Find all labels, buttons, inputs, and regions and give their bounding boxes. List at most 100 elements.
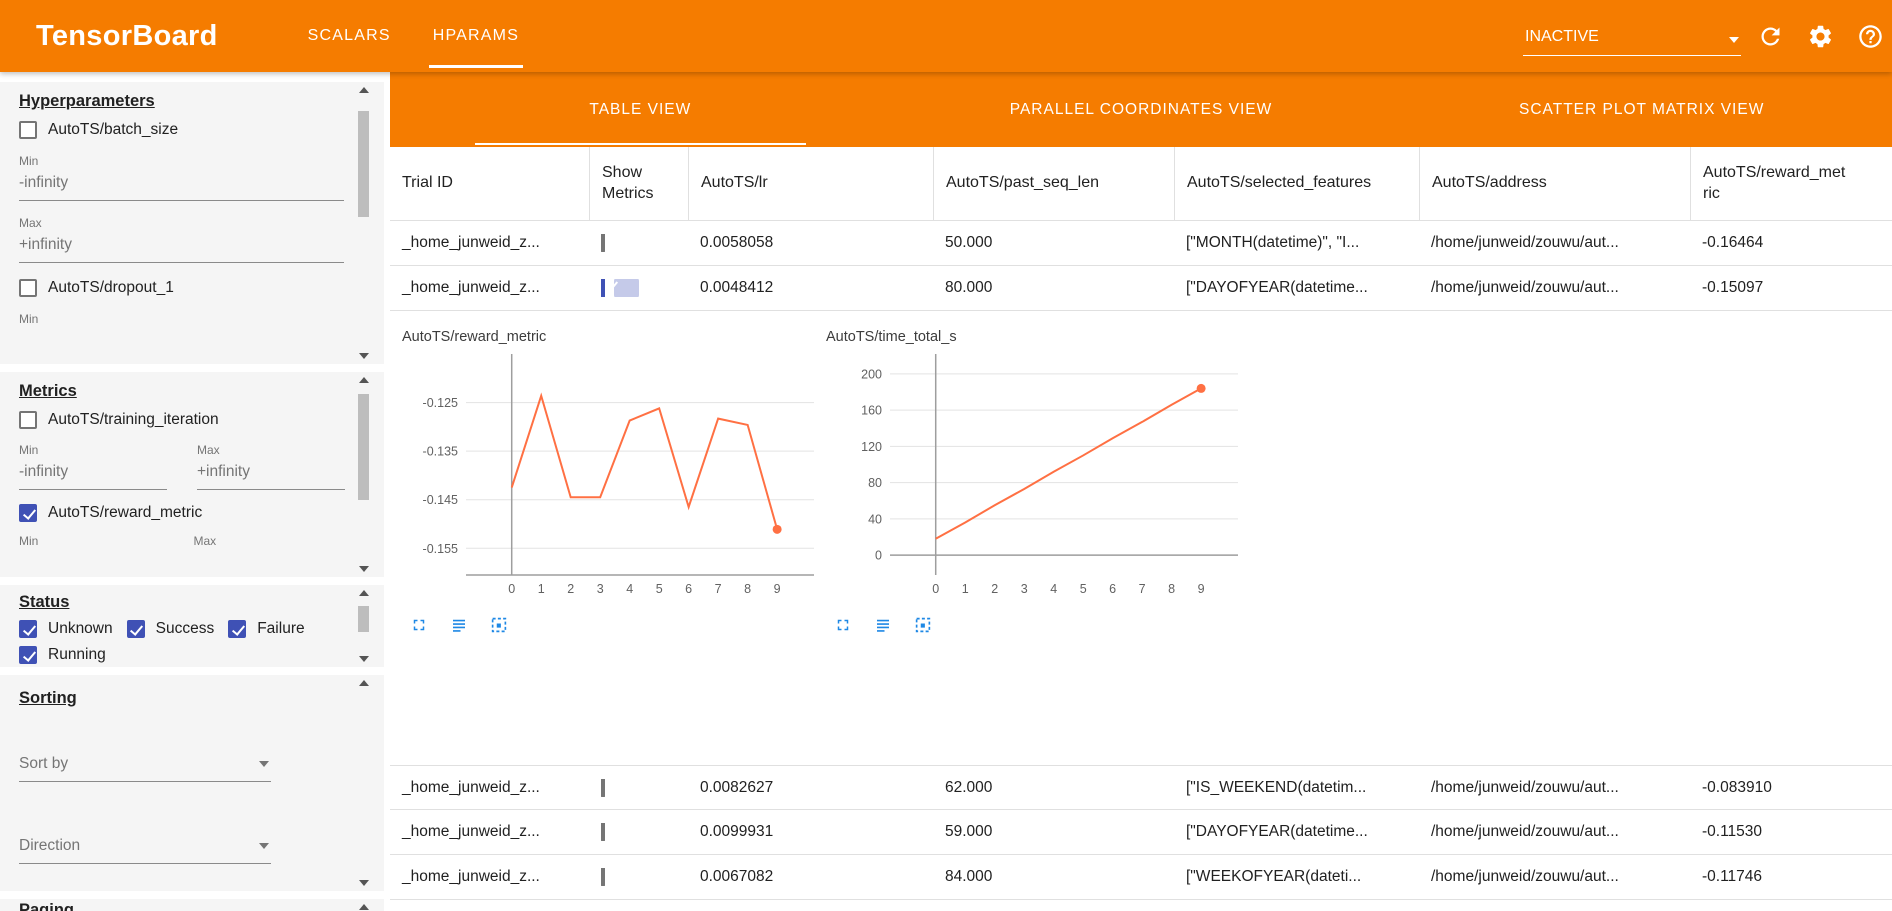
status-unknown[interactable]: Unknown — [19, 620, 113, 638]
direction-dropdown[interactable]: Direction — [19, 832, 271, 864]
reward-metric-chart-block: AutoTS/reward_metric -0.125 -0.135 -0.145-… — [402, 329, 826, 765]
reward-metric-cell: -0.11746 — [1702, 868, 1763, 885]
status-running[interactable]: Running — [19, 646, 106, 664]
col-past-seq-len: AutoTS/past_seq_len — [933, 147, 1174, 220]
tab-hparams[interactable]: HPARAMS — [419, 0, 533, 72]
show-metrics-checkbox[interactable] — [601, 778, 605, 797]
reload-icon[interactable] — [1757, 23, 1784, 50]
scroll-down-icon[interactable] — [359, 656, 369, 662]
sort-by-dropdown[interactable]: Sort by — [19, 750, 271, 782]
hparam-dropout-row[interactable]: AutoTS/dropout_1 — [19, 279, 338, 297]
show-metrics-checkbox[interactable] — [601, 234, 605, 252]
hparam-batch-size-row[interactable]: AutoTS/batch_size — [19, 121, 338, 139]
checkbox[interactable] — [126, 620, 145, 638]
reward-metric-cell: -0.083910 — [1702, 778, 1772, 796]
checkbox[interactable] — [19, 279, 37, 297]
show-metrics-checkbox[interactable] — [601, 868, 605, 886]
max-input[interactable]: +infinity — [19, 230, 344, 263]
status-failure[interactable]: Failure — [228, 620, 305, 638]
paging-heading: Paging — [19, 901, 75, 911]
max-label: Max — [19, 216, 42, 230]
lr-cell: 0.0067082 — [700, 868, 774, 885]
settings-icon[interactable] — [1807, 23, 1834, 50]
col-reward-metric: AutoTS/reward_metric — [1690, 147, 1892, 220]
past-seq-len-cell: 50.000 — [945, 234, 993, 251]
run-status-dropdown[interactable]: INACTIVE — [1523, 28, 1741, 56]
hparams-main: TABLE VIEW PARALLEL COORDINATES VIEW SCA… — [390, 72, 1892, 911]
min-input[interactable]: -infinity — [19, 457, 167, 490]
selected-features-cell: ["DAYOFYEAR(datetime... — [1186, 279, 1368, 296]
svg-text:8: 8 — [1168, 582, 1175, 596]
scrollbar-thumb[interactable] — [358, 394, 369, 500]
checkbox[interactable] — [19, 504, 37, 522]
scrollbar-thumb[interactable] — [358, 111, 369, 217]
status-label: Unknown — [48, 620, 113, 637]
lr-cell: 0.0082627 — [700, 778, 774, 796]
scrollbar[interactable] — [357, 590, 370, 662]
scrollbar[interactable] — [357, 87, 370, 359]
selected-features-cell: ["IS_WEEKEND(datetim... — [1186, 778, 1367, 796]
fullscreen-icon[interactable] — [410, 616, 428, 634]
scroll-down-icon[interactable] — [359, 880, 369, 886]
checkbox[interactable] — [19, 121, 37, 139]
scroll-up-icon[interactable] — [359, 377, 369, 383]
table-row: _home_junweid_z... 0.0082627 62.000 ["IS… — [390, 765, 1892, 810]
lr-cell: 0.0058058 — [700, 234, 774, 251]
min-label: Min — [19, 154, 39, 168]
address-cell: /home/junweid/zouwu/aut... — [1431, 234, 1619, 251]
status-options: Unknown Success Failure Running — [19, 620, 338, 664]
metric-training-iteration-row[interactable]: AutoTS/training_iteration — [19, 411, 338, 429]
metric-reward-row[interactable]: AutoTS/reward_metric — [19, 504, 338, 522]
show-metrics-checkbox[interactable] — [601, 278, 605, 298]
reward-metric-line-chart: -0.125 -0.135 -0.145 -0.155 0 1 2 3 4 5 6 7 8 9 — [402, 349, 826, 606]
caret-down-icon — [1729, 37, 1739, 43]
show-metrics-checkbox[interactable] — [601, 823, 605, 841]
view-tabs: TABLE VIEW PARALLEL COORDINATES VIEW SCA… — [390, 72, 1892, 147]
scroll-up-icon[interactable] — [359, 590, 369, 596]
max-input[interactable]: +infinity — [197, 457, 345, 490]
chart-title: AutoTS/reward_metric — [402, 329, 547, 345]
fullscreen-icon[interactable] — [834, 616, 852, 634]
region-select-icon[interactable] — [490, 616, 508, 634]
min-input[interactable]: -infinity — [19, 168, 344, 201]
tab-table-view[interactable]: TABLE VIEW — [390, 72, 891, 147]
svg-text:2: 2 — [991, 582, 998, 596]
past-seq-len-cell: 84.000 — [945, 868, 993, 885]
caret-down-icon — [259, 843, 269, 849]
scroll-up-icon[interactable] — [359, 680, 369, 686]
scrollbar-thumb[interactable] — [358, 606, 369, 632]
metrics-heading: Metrics — [19, 382, 77, 400]
trial-id-cell: _home_junweid_z... — [402, 234, 540, 251]
svg-text:7: 7 — [715, 582, 722, 596]
region-select-icon[interactable] — [914, 616, 932, 634]
scrollbar[interactable] — [357, 680, 370, 886]
scroll-down-icon[interactable] — [359, 353, 369, 359]
checkbox[interactable] — [19, 620, 37, 638]
scroll-up-icon[interactable] — [359, 87, 369, 93]
tab-scalars[interactable]: SCALARS — [307, 27, 391, 44]
help-icon[interactable] — [1857, 23, 1884, 50]
tab-scatter-plot-matrix-view[interactable]: SCATTER PLOT MATRIX VIEW — [1519, 100, 1765, 118]
svg-text:5: 5 — [1080, 582, 1087, 596]
scrollbar[interactable] — [357, 377, 370, 572]
data-view-icon[interactable] — [450, 616, 468, 634]
reward-metric-cell: -0.15097 — [1702, 279, 1764, 296]
past-seq-len-cell: 59.000 — [945, 823, 993, 840]
scroll-down-icon[interactable] — [359, 566, 369, 572]
checkbox[interactable] — [19, 411, 37, 429]
topbar: TensorBoard SCALARS HPARAMS INACTIVE — [0, 0, 1892, 72]
data-view-icon[interactable] — [874, 616, 892, 634]
hparam-label: AutoTS/batch_size — [48, 121, 179, 138]
status-heading: Status — [19, 593, 70, 611]
scrollbar[interactable] — [357, 904, 370, 910]
status-success[interactable]: Success — [126, 620, 214, 638]
svg-text:9: 9 — [774, 582, 781, 596]
tab-parallel-coordinates-view[interactable]: PARALLEL COORDINATES VIEW — [1009, 100, 1273, 118]
metric-label: AutoTS/reward_metric — [48, 504, 203, 521]
chart-toolbar — [834, 616, 1250, 634]
reward-metric-cell: -0.11530 — [1702, 823, 1763, 840]
scroll-up-icon[interactable] — [359, 904, 369, 910]
svg-text:160: 160 — [861, 404, 882, 418]
checkbox[interactable] — [19, 646, 37, 664]
checkbox[interactable] — [228, 620, 247, 638]
